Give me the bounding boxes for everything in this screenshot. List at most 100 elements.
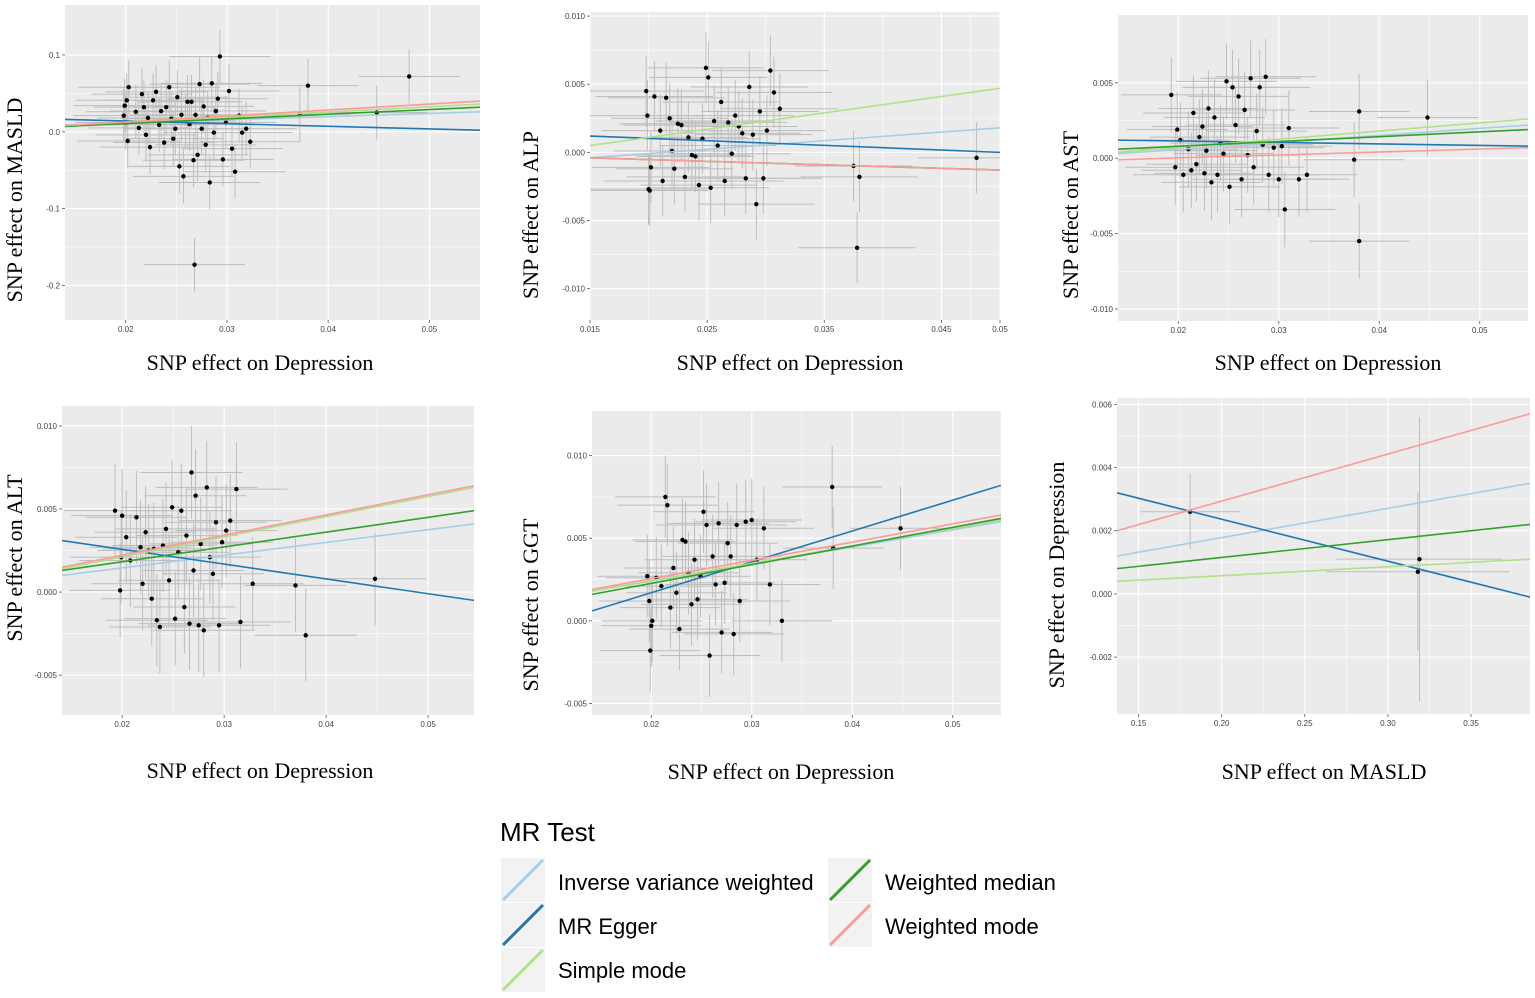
data-point	[179, 508, 184, 513]
data-point	[1194, 162, 1199, 167]
legend-key-ivw	[501, 858, 545, 902]
data-point	[226, 88, 232, 94]
data-point	[686, 135, 691, 140]
data-point	[854, 245, 860, 250]
y-tick-labels: 0.010 0.005 0.000 -0.005	[564, 452, 592, 708]
data-point	[238, 619, 243, 625]
data-point	[1254, 128, 1259, 134]
y-tick-labels: 0.005 0.000 -0.005 -0.010	[1090, 79, 1118, 314]
data-point	[1230, 85, 1235, 90]
data-point	[716, 521, 721, 526]
x-tick-label: 0.03	[1271, 326, 1287, 335]
panel-ast: 0.02 0.03 0.04 0.05 0.0050.000-0.005-0.010 …	[1058, 15, 1528, 375]
y-tick-label: 0.010	[565, 12, 586, 21]
data-point	[647, 598, 652, 604]
data-point	[898, 526, 903, 531]
data-point	[1169, 92, 1174, 98]
y-axis-title: SNP effect on GGT	[518, 518, 543, 691]
fit-line-weighted-median	[65, 106, 480, 128]
data-point	[185, 99, 190, 105]
data-point	[645, 574, 650, 579]
y-tick-labels: 0.010 0.005 0.000 -0.005	[34, 422, 62, 680]
x-axis-title: SNP effect on Depression	[677, 350, 904, 375]
regression-lines	[592, 484, 1001, 612]
data-point	[195, 152, 200, 158]
fit-line-simple-mode	[1117, 558, 1530, 583]
data-point	[187, 621, 192, 626]
data-point	[1191, 110, 1196, 116]
data-point	[713, 582, 718, 587]
x-tick-label: 0.15	[1131, 719, 1147, 728]
data-point	[1286, 125, 1292, 131]
data-point	[171, 136, 176, 141]
fit-line-weighted-median	[62, 509, 474, 572]
y-tick-label: -0.010	[1090, 305, 1113, 314]
x-tick-label: 0.25	[1297, 719, 1313, 728]
data-point	[1282, 207, 1288, 212]
data-point	[1266, 172, 1271, 177]
legend-item-weighted-mode: Weighted mode	[828, 903, 1039, 947]
y-axis-title: SNP effect on AST	[1058, 130, 1083, 299]
data-point	[682, 174, 688, 180]
data-point	[761, 526, 767, 531]
data-point	[182, 604, 187, 610]
data-point	[648, 165, 654, 170]
data-point	[1356, 238, 1362, 244]
data-point	[728, 554, 733, 559]
fit-line-mr-egger	[62, 539, 474, 602]
data-point	[228, 518, 233, 523]
data-point	[1248, 76, 1253, 81]
x-axis-title: SNP effect on Depression	[147, 758, 374, 783]
data-point	[706, 75, 711, 80]
x-tick-label: 0.05	[422, 325, 438, 334]
legend-item-ivw: Inverse variance weighted	[501, 858, 814, 902]
data-points	[1169, 74, 1430, 244]
data-point	[243, 126, 249, 131]
data-point	[169, 505, 175, 510]
data-point	[767, 582, 773, 587]
x-tick-label: 0.035	[814, 325, 835, 334]
data-point	[133, 109, 139, 114]
data-point	[667, 116, 672, 121]
data-point	[829, 484, 835, 490]
data-point	[158, 108, 164, 114]
legend-item-simple-mode: Simple mode	[501, 948, 686, 992]
x-tick-labels: 0.02 0.03 0.04 0.05	[644, 715, 961, 729]
data-point	[743, 176, 748, 181]
plot-background	[1118, 15, 1528, 321]
data-point	[1224, 79, 1229, 84]
data-point	[166, 578, 172, 583]
data-point	[145, 115, 151, 121]
fit-line-weighted-mode	[62, 484, 474, 568]
data-point	[663, 95, 669, 101]
data-point	[1239, 177, 1244, 182]
data-point	[1279, 143, 1284, 149]
data-point	[779, 618, 785, 624]
data-point	[1271, 145, 1276, 150]
data-point	[216, 623, 222, 628]
data-point	[722, 178, 727, 184]
data-point	[1197, 134, 1202, 140]
data-point	[232, 169, 238, 174]
data-point	[122, 103, 127, 108]
x-axis-title: SNP effect on MASLD	[1222, 759, 1427, 784]
data-point	[1425, 115, 1430, 120]
data-point	[136, 125, 142, 131]
data-point	[1202, 171, 1207, 176]
y-tick-label: -0.010	[562, 285, 585, 294]
x-tick-label: 0.04	[844, 720, 860, 729]
data-point	[198, 541, 203, 547]
data-point	[695, 597, 700, 602]
data-point	[1263, 74, 1268, 80]
legend-label-ivw: Inverse variance weighted	[558, 870, 814, 895]
fit-line-simple-mode	[590, 87, 1000, 147]
data-point	[150, 98, 156, 103]
data-point	[749, 517, 754, 523]
regression-lines	[590, 87, 1000, 171]
data-point	[647, 188, 652, 193]
fit-line-mr-egger	[1118, 139, 1528, 147]
data-point	[215, 96, 221, 101]
data-point	[658, 128, 663, 133]
data-point	[143, 530, 148, 535]
data-point	[719, 630, 724, 635]
